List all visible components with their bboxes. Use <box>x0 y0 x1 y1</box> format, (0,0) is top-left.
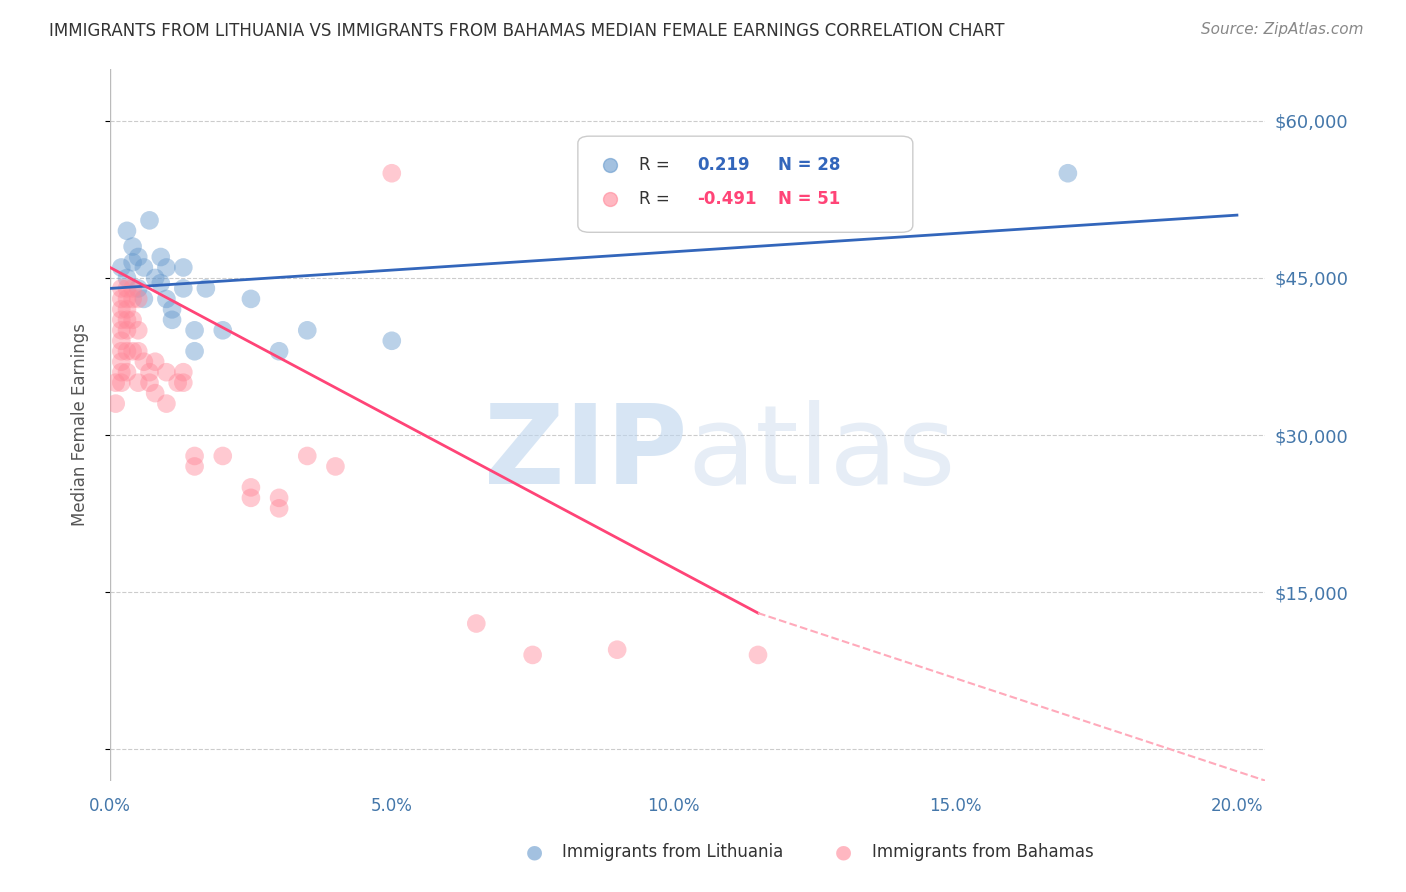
Point <box>465 616 488 631</box>
Point <box>110 302 132 317</box>
Point <box>110 376 132 390</box>
Text: -0.491: -0.491 <box>697 190 756 208</box>
Point <box>127 281 149 295</box>
Point <box>183 344 205 359</box>
Text: R =: R = <box>640 190 675 208</box>
Point <box>115 323 138 337</box>
Point <box>211 449 233 463</box>
Point <box>115 224 138 238</box>
FancyBboxPatch shape <box>578 136 912 232</box>
Point <box>127 344 149 359</box>
Text: ●: ● <box>526 842 543 862</box>
Point <box>160 313 183 327</box>
Point <box>121 344 143 359</box>
Point <box>115 302 138 317</box>
Point <box>166 376 188 390</box>
Point <box>269 344 291 359</box>
Point <box>172 365 194 379</box>
Text: IMMIGRANTS FROM LITHUANIA VS IMMIGRANTS FROM BAHAMAS MEDIAN FEMALE EARNINGS CORR: IMMIGRANTS FROM LITHUANIA VS IMMIGRANTS … <box>49 22 1005 40</box>
Point <box>172 281 194 295</box>
Point <box>138 213 160 227</box>
Point <box>115 344 138 359</box>
Point <box>160 302 183 317</box>
Point <box>127 250 149 264</box>
Point <box>121 313 143 327</box>
Point <box>110 334 132 348</box>
Y-axis label: Median Female Earnings: Median Female Earnings <box>72 323 89 526</box>
Point <box>747 648 769 662</box>
Point <box>155 396 177 410</box>
Point <box>381 334 404 348</box>
Point <box>110 281 132 295</box>
Point <box>183 323 205 337</box>
Point <box>121 255 143 269</box>
Point <box>1057 166 1080 180</box>
Text: ZIP: ZIP <box>484 400 688 507</box>
Point <box>104 396 127 410</box>
Point <box>325 459 347 474</box>
Text: ●: ● <box>835 842 852 862</box>
Point <box>115 292 138 306</box>
Point <box>297 323 319 337</box>
Point <box>132 355 155 369</box>
Point <box>110 365 132 379</box>
Point <box>239 480 262 494</box>
Point <box>110 344 132 359</box>
Point <box>381 166 404 180</box>
Text: 0.219: 0.219 <box>697 155 749 174</box>
Point <box>522 648 544 662</box>
Text: Immigrants from Lithuania: Immigrants from Lithuania <box>562 843 783 861</box>
Point <box>121 281 143 295</box>
Point <box>143 386 166 401</box>
Point <box>110 323 132 337</box>
Point <box>172 260 194 275</box>
Text: atlas: atlas <box>688 400 956 507</box>
Text: Immigrants from Bahamas: Immigrants from Bahamas <box>872 843 1094 861</box>
Text: R =: R = <box>640 155 675 174</box>
Point <box>149 276 172 290</box>
Point <box>143 271 166 285</box>
Point <box>115 281 138 295</box>
Point <box>138 376 160 390</box>
Point <box>194 281 217 295</box>
Point <box>121 292 143 306</box>
Point <box>269 491 291 505</box>
Text: N = 51: N = 51 <box>778 190 839 208</box>
Point <box>155 260 177 275</box>
Point <box>115 365 138 379</box>
Point <box>110 355 132 369</box>
Point <box>269 501 291 516</box>
Point <box>121 239 143 253</box>
Point <box>138 365 160 379</box>
Point <box>149 250 172 264</box>
Point <box>127 292 149 306</box>
Point <box>211 323 233 337</box>
Point <box>239 292 262 306</box>
Text: Source: ZipAtlas.com: Source: ZipAtlas.com <box>1201 22 1364 37</box>
Point <box>155 365 177 379</box>
Point <box>127 376 149 390</box>
Text: N = 28: N = 28 <box>778 155 839 174</box>
Point <box>110 292 132 306</box>
Point <box>143 355 166 369</box>
Point <box>110 260 132 275</box>
Point <box>183 459 205 474</box>
Point <box>132 260 155 275</box>
Point <box>172 376 194 390</box>
Point <box>132 292 155 306</box>
Point <box>155 292 177 306</box>
Point <box>239 491 262 505</box>
Point <box>110 313 132 327</box>
Point <box>104 376 127 390</box>
Point <box>297 449 319 463</box>
Point <box>127 323 149 337</box>
Point <box>115 271 138 285</box>
Point <box>115 313 138 327</box>
Point <box>183 449 205 463</box>
Point <box>606 642 628 657</box>
